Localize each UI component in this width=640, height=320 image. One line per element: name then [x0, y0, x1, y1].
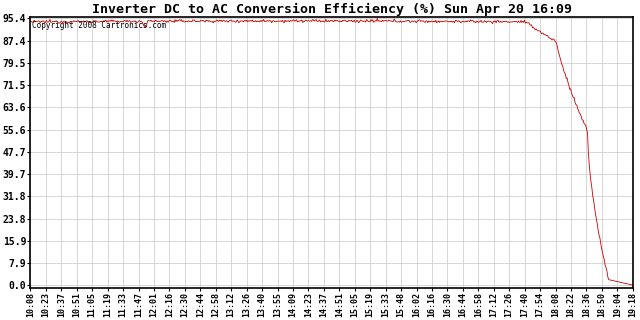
Text: Copyright 2008 Cartronics.com: Copyright 2008 Cartronics.com: [32, 21, 166, 30]
Title: Inverter DC to AC Conversion Efficiency (%) Sun Apr 20 16:09: Inverter DC to AC Conversion Efficiency …: [92, 3, 572, 16]
